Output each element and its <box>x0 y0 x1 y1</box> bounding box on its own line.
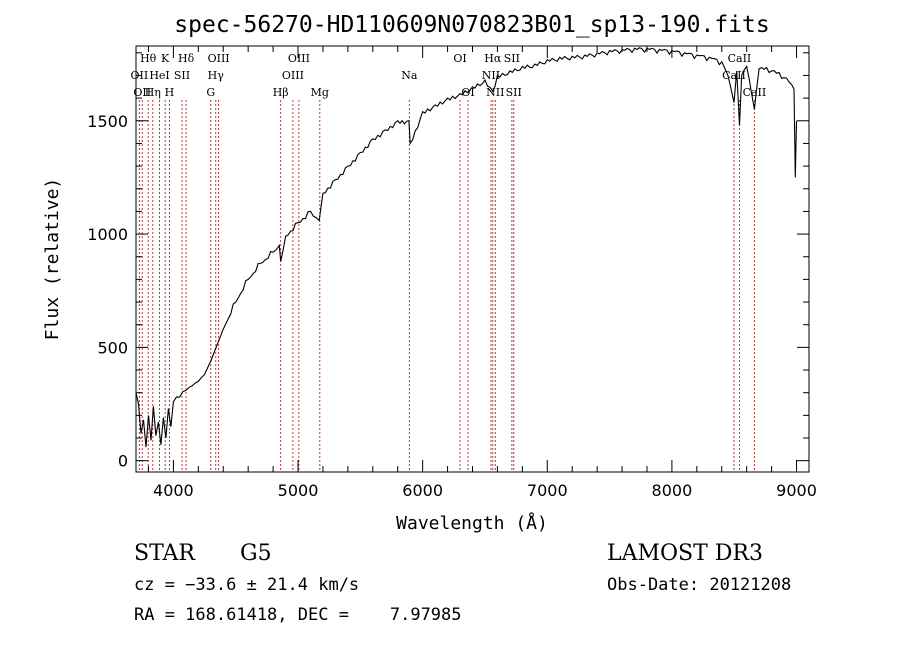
line-label: SII <box>174 69 190 82</box>
line-label: G <box>206 86 215 99</box>
line-label: OIII <box>282 69 304 82</box>
plot-frame <box>135 45 810 473</box>
obs-date: Obs-Date: 20121208 <box>607 575 791 595</box>
y-axis-label: Flux (relative) <box>42 178 63 341</box>
x-tick-label: 4000 <box>153 481 194 500</box>
y-tick-label: 0 <box>118 452 128 471</box>
radec-info: RA = 168.61418, DEC = 7.97985 <box>134 605 462 625</box>
survey-name: LAMOST DR3 <box>607 541 763 566</box>
line-label: CaII <box>728 52 752 65</box>
y-tick-label: 500 <box>97 338 128 357</box>
x-tick-label: 5000 <box>278 481 319 500</box>
spectral-line-markers <box>138 100 755 472</box>
x-tick-label: 6000 <box>402 481 443 500</box>
x-axis-label: Wavelength (Å) <box>396 512 548 534</box>
line-label: CaII <box>743 86 767 99</box>
line-label: Mg <box>311 86 329 99</box>
line-label: CaII <box>722 69 746 82</box>
x-tick-label: 8000 <box>652 481 693 500</box>
line-label: K <box>161 52 170 65</box>
y-tick-label: 1500 <box>87 112 128 131</box>
line-label: Hα <box>484 52 502 65</box>
line-label: OI <box>453 52 466 65</box>
x-tick-label: 9000 <box>776 481 817 500</box>
line-label: HeI <box>149 69 169 82</box>
line-label: SII <box>506 86 522 99</box>
line-label: Na <box>401 69 418 82</box>
line-label: OIII <box>208 52 230 65</box>
y-axis-ticks: 0 500 1000 1500 <box>87 52 809 471</box>
spectrum-line <box>135 47 798 448</box>
spectral-line-labels: OIIOIIHθHηHeIKHSIIHδGHγOIIIHβOIIIOIIIMgN… <box>131 52 767 99</box>
chart-title: spec-56270-HD110609N070823B01_sp13-190.f… <box>174 12 769 38</box>
line-label: Hδ <box>178 52 195 65</box>
line-label: NII <box>486 86 504 99</box>
line-label: Hθ <box>140 52 157 65</box>
object-class: STAR <box>134 541 196 566</box>
x-axis-ticks: 4000 5000 6000 7000 8000 9000 <box>147 46 817 500</box>
line-label: NII <box>482 69 500 82</box>
line-label: Hγ <box>208 69 225 82</box>
x-tick-label: 7000 <box>527 481 568 500</box>
object-subclass: G5 <box>240 541 272 566</box>
line-label: OIII <box>288 52 310 65</box>
line-label: SII <box>504 52 520 65</box>
line-label: OII <box>133 86 151 99</box>
line-label: Hη <box>145 86 161 99</box>
y-tick-label: 1000 <box>87 225 128 244</box>
line-label: Hβ <box>273 86 289 99</box>
line-label: H <box>165 86 175 99</box>
redshift-info: cz = −33.6 ± 21.4 km/s <box>134 575 359 595</box>
